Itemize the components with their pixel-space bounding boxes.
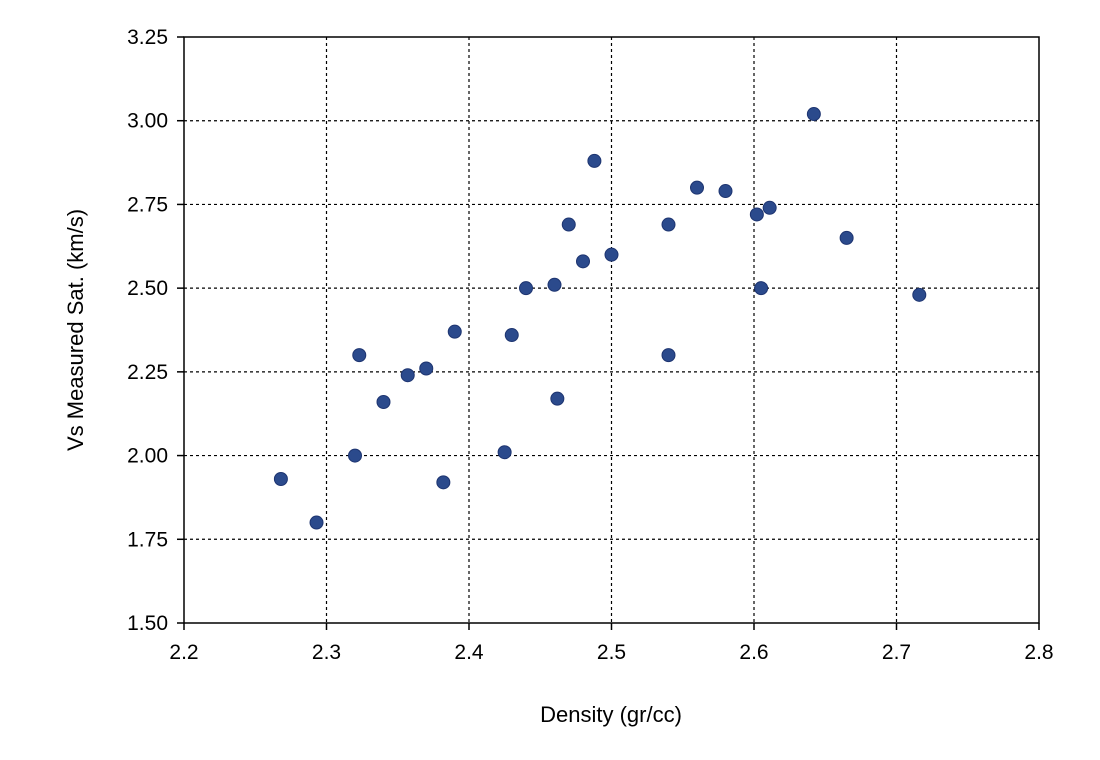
- x-tick-label: 2.2: [169, 641, 198, 664]
- data-point: [550, 391, 565, 406]
- x-tick-labels: 2.2 2.3 2.4 2.5 2.6 2.7 2.8: [169, 641, 1053, 664]
- data-point: [661, 217, 676, 232]
- x-tick-label: 2.3: [312, 641, 341, 664]
- data-point: [587, 153, 602, 168]
- data-point: [718, 184, 733, 199]
- data-point: [661, 348, 676, 363]
- data-point: [273, 472, 288, 487]
- data-point: [576, 254, 590, 269]
- data-point: [604, 247, 619, 262]
- y-tick-label: 3.00: [127, 110, 168, 133]
- data-point: [754, 281, 769, 296]
- x-tick-label: 2.6: [739, 641, 768, 664]
- grid-lines: [184, 37, 1039, 623]
- data-point: [400, 368, 415, 383]
- data-point: [436, 475, 451, 490]
- data-point: [547, 277, 562, 292]
- data-point: [352, 348, 367, 363]
- data-point: [504, 328, 519, 343]
- x-tick-label: 2.8: [1024, 641, 1053, 664]
- y-tick-labels: 1.50 1.75 2.00 2.25 2.50 2.75 3.00 3.25: [127, 26, 168, 635]
- x-tick-label: 2.5: [597, 641, 626, 664]
- data-points: [273, 107, 927, 530]
- data-point: [561, 217, 576, 232]
- y-tick-label: 2.00: [127, 445, 168, 468]
- data-point: [519, 281, 533, 296]
- data-point: [762, 200, 777, 215]
- y-tick-label: 1.75: [127, 528, 168, 551]
- data-point: [497, 445, 512, 460]
- y-tick-label: 2.25: [127, 361, 168, 384]
- y-tick-label: 1.50: [127, 612, 168, 635]
- data-point: [447, 324, 462, 339]
- y-tick-label: 2.75: [127, 193, 168, 216]
- data-point: [839, 230, 854, 245]
- data-point: [806, 107, 821, 122]
- x-tick-label: 2.7: [882, 641, 911, 664]
- tick-marks: [177, 36, 1040, 630]
- data-point: [309, 515, 324, 530]
- x-axis-title: Density (gr/cc): [540, 702, 682, 727]
- y-axis-title: Vs Measured Sat. (km/s): [63, 209, 88, 451]
- data-point: [749, 207, 764, 222]
- x-tick-label: 2.4: [454, 641, 484, 664]
- data-point: [419, 361, 434, 376]
- data-point: [348, 448, 362, 463]
- data-point: [912, 287, 927, 302]
- y-tick-label: 3.25: [127, 26, 168, 49]
- data-point: [690, 180, 704, 195]
- y-tick-label: 2.50: [127, 277, 168, 300]
- data-point: [376, 394, 391, 409]
